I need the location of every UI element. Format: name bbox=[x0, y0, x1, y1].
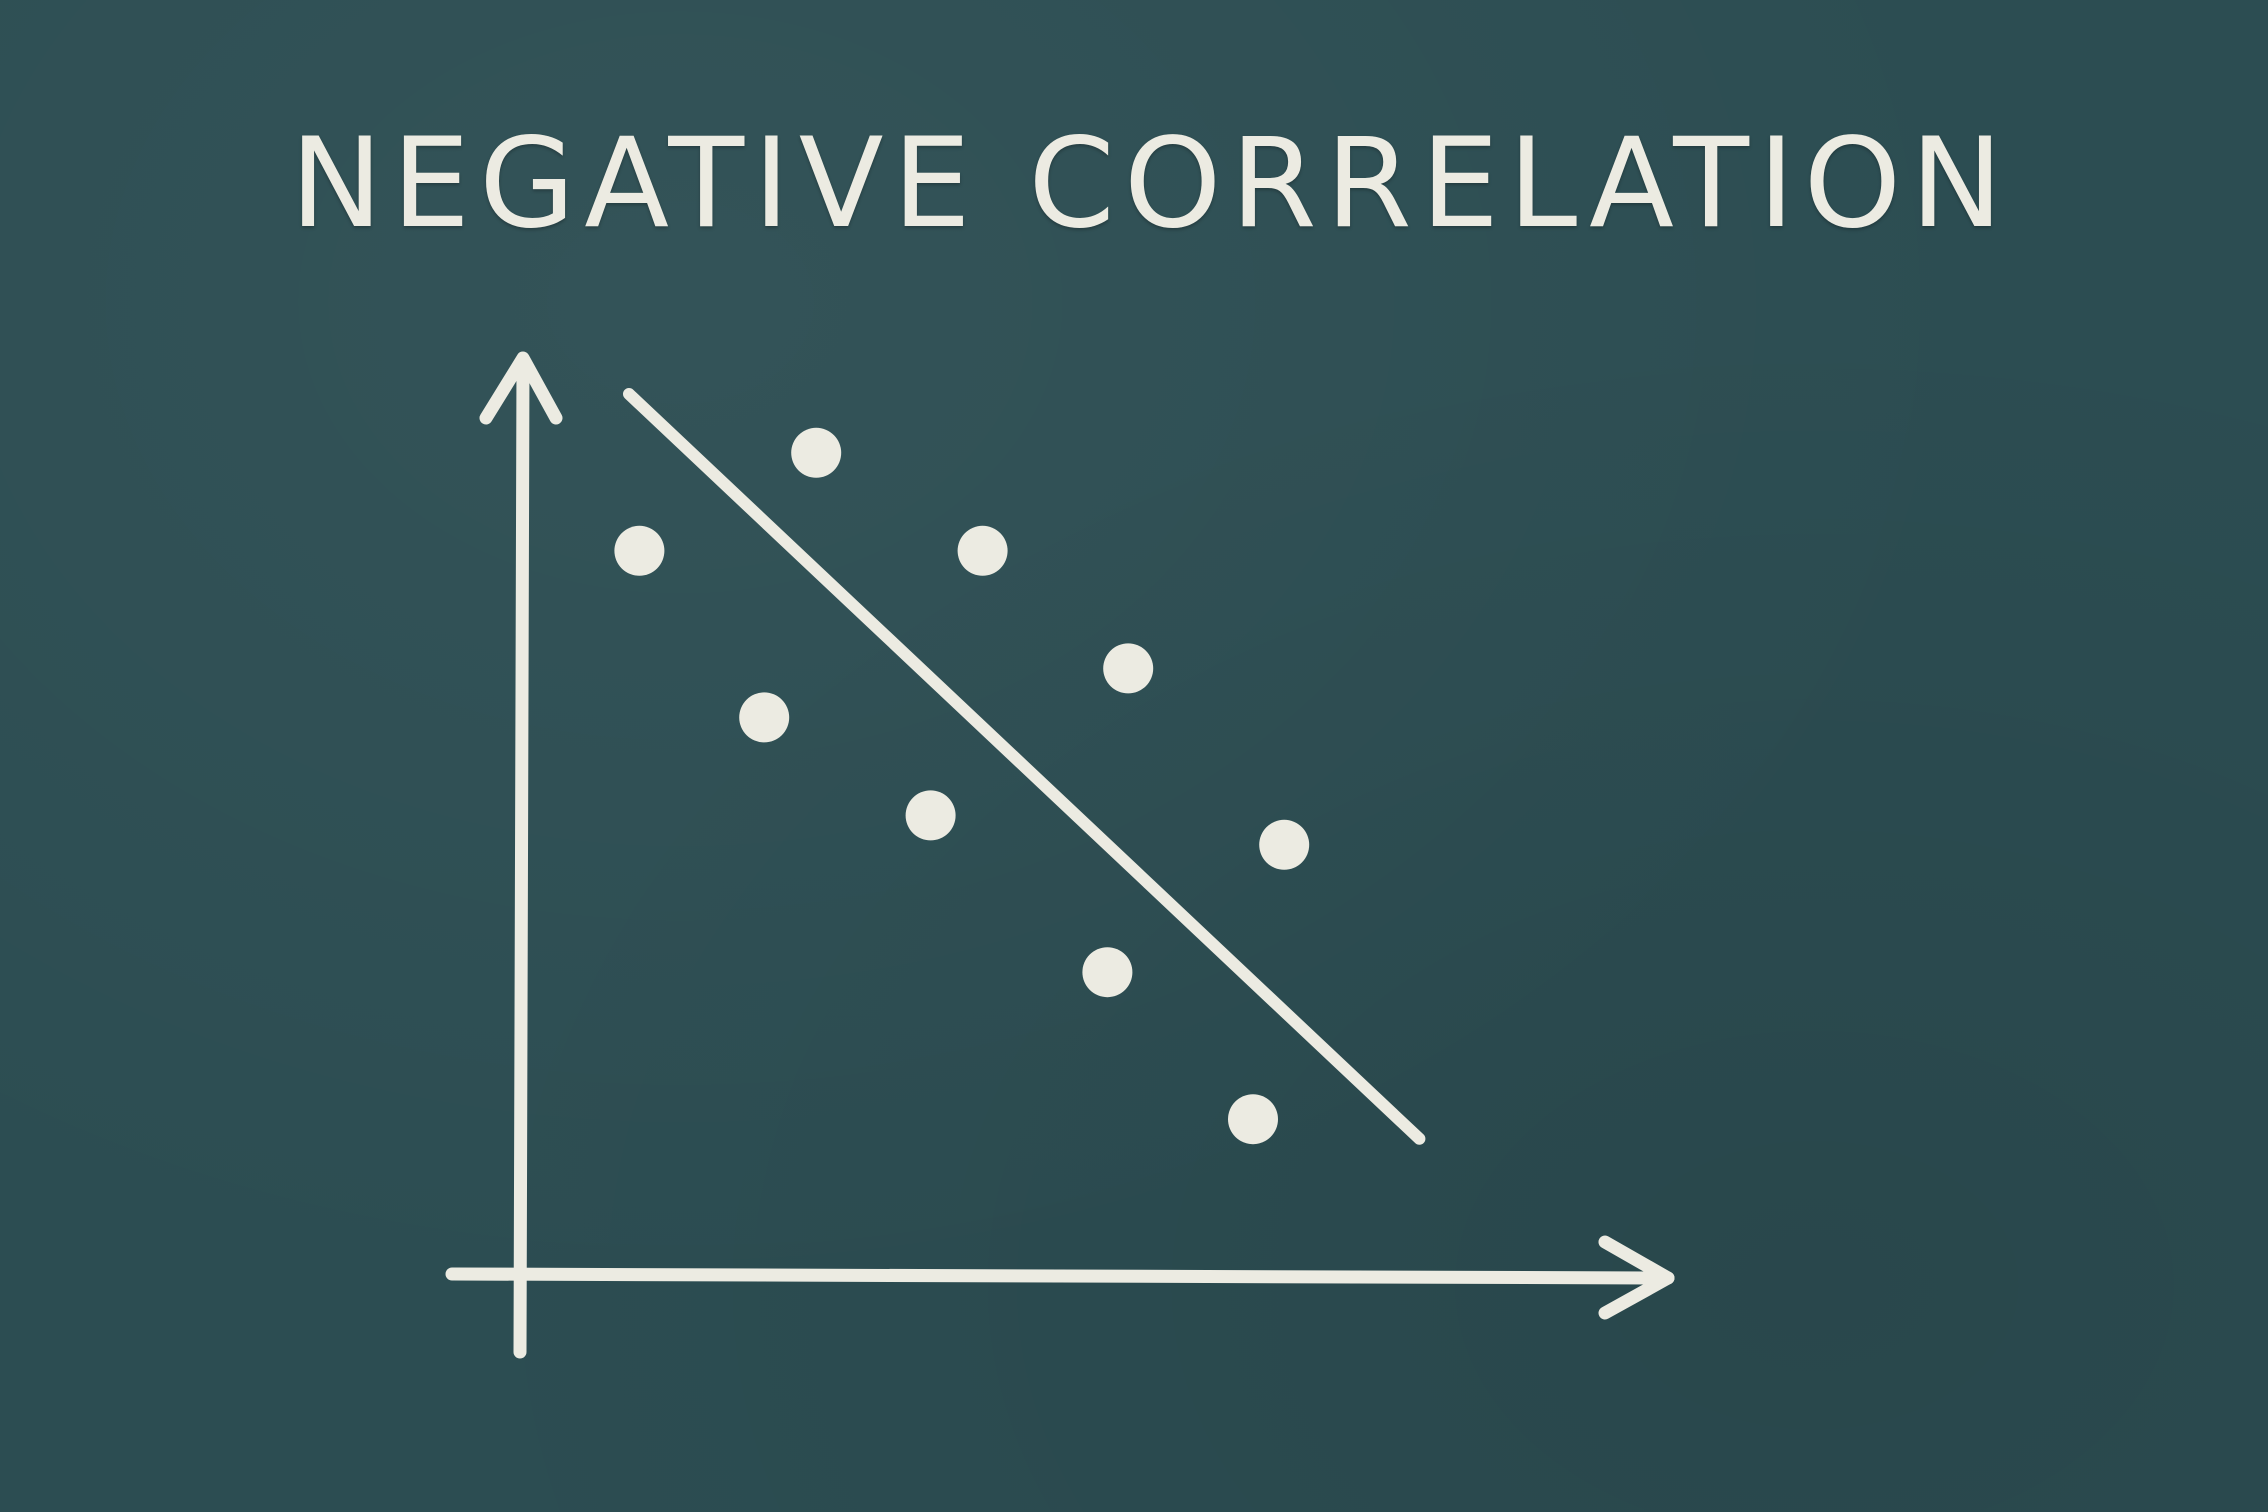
y-axis-line bbox=[513, 353, 530, 1359]
x-axis-line bbox=[445, 1267, 1675, 1285]
x-axis-arrowhead bbox=[1598, 1235, 1675, 1320]
data-point-9 bbox=[1228, 1094, 1278, 1145]
data-point-8 bbox=[1259, 819, 1310, 870]
chart-title: NEGATIVE CORRELATION bbox=[290, 112, 2012, 256]
data-point-1 bbox=[614, 525, 665, 576]
data-point-3 bbox=[739, 692, 790, 743]
data-point-6 bbox=[1103, 643, 1154, 694]
data-point-2 bbox=[791, 427, 842, 478]
trend-line bbox=[623, 388, 1426, 1145]
data-point-4 bbox=[957, 525, 1008, 576]
trend-line-group bbox=[623, 388, 1426, 1145]
data-point-5 bbox=[905, 790, 956, 841]
points-group bbox=[614, 427, 1310, 1145]
axes bbox=[445, 351, 1675, 1359]
y-axis-arrowhead bbox=[479, 351, 563, 425]
data-point-7 bbox=[1082, 947, 1133, 998]
